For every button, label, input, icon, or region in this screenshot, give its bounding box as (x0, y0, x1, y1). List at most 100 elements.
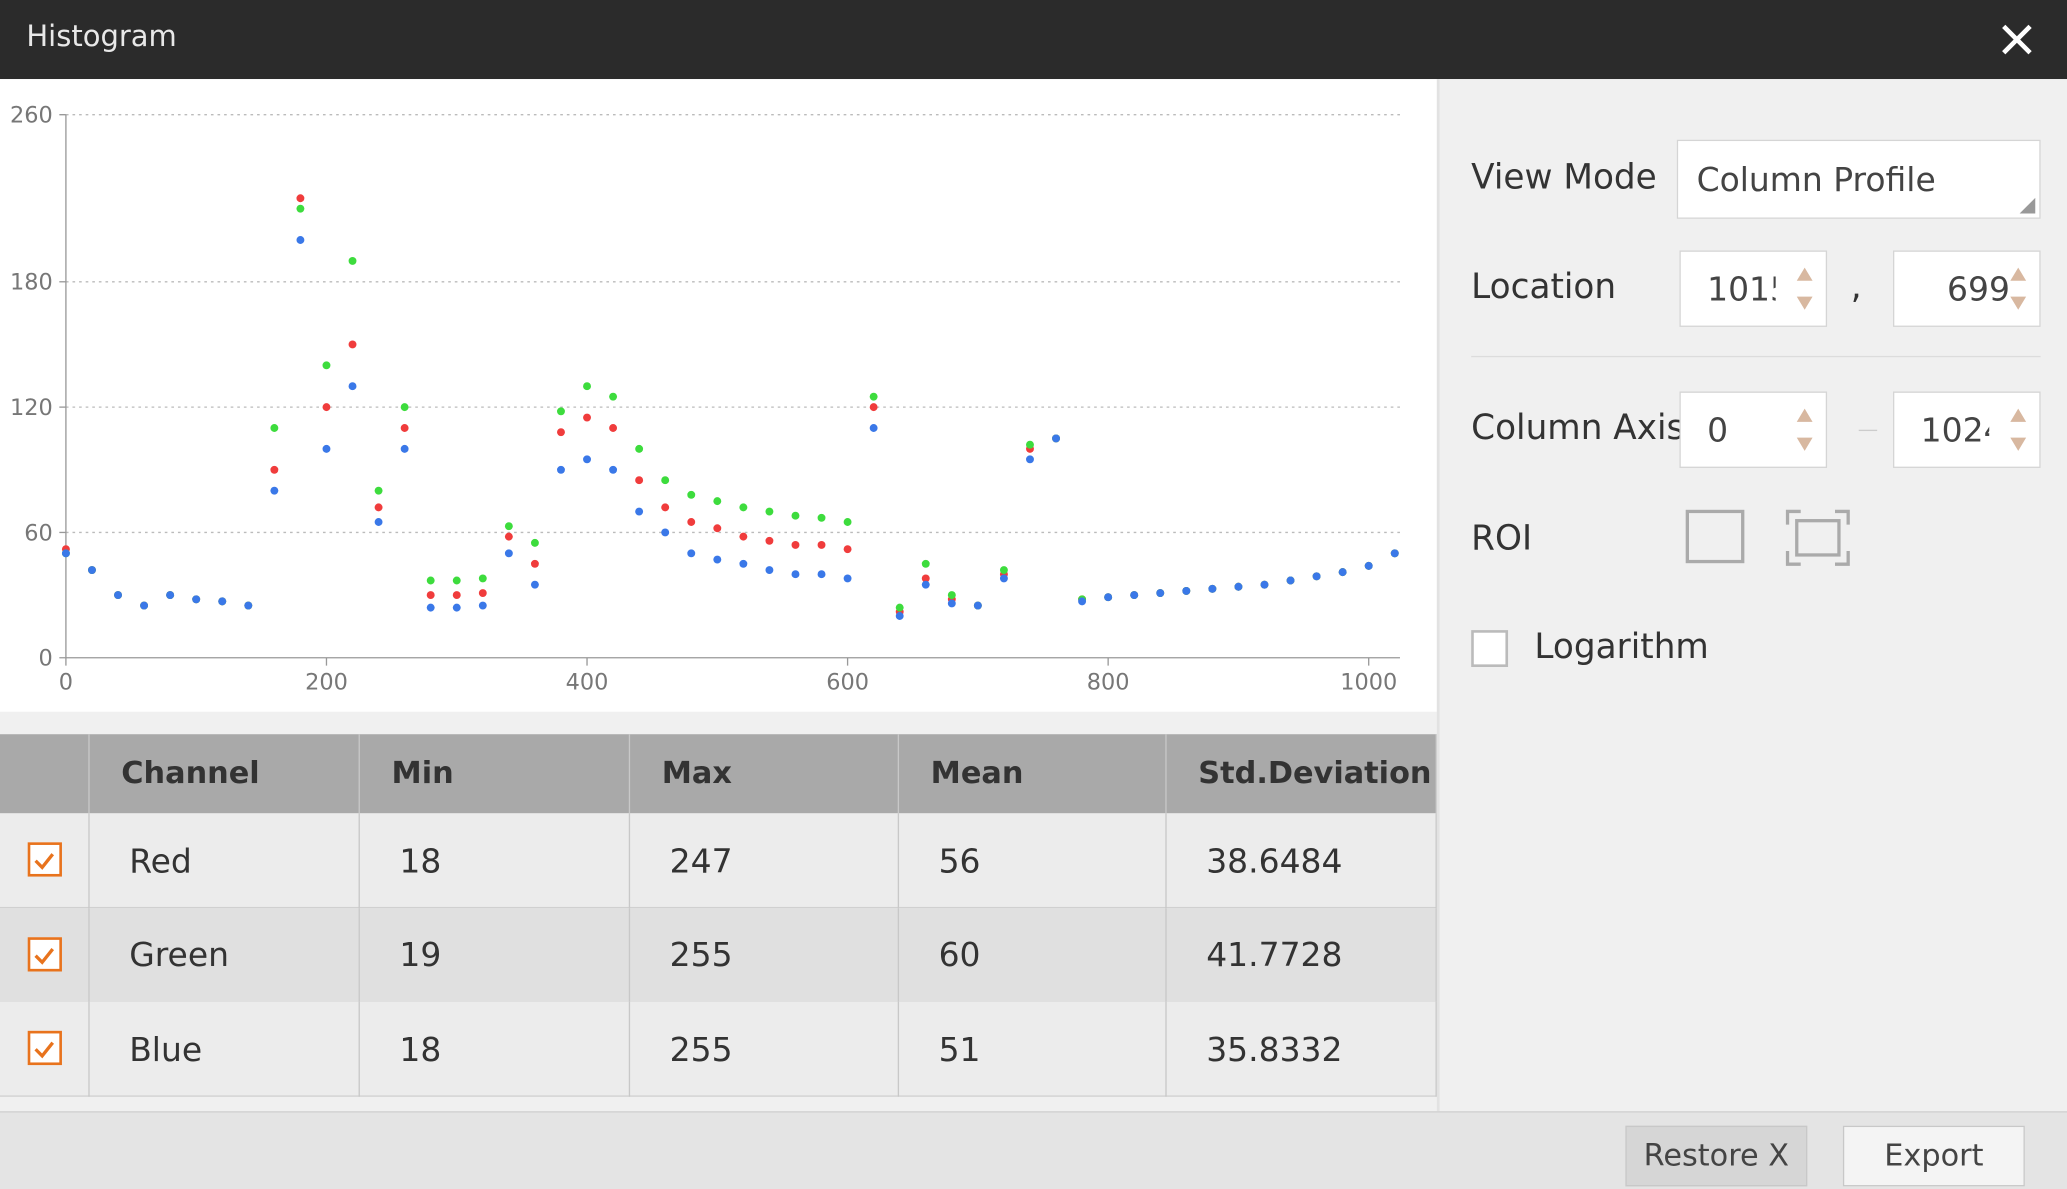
axis-to-input[interactable]: 1024 (1892, 391, 2041, 468)
table-cell: 35.8332 (1167, 1001, 1437, 1097)
divider (1471, 355, 2041, 358)
title-bar: Histogram (0, 0, 2067, 80)
data-point (478, 574, 487, 583)
channel-checkbox[interactable] (27, 1030, 62, 1066)
chart: 0 60 120 180 260 0 200 400 600 800 1000 (10, 103, 1400, 695)
data-point (609, 424, 618, 432)
data-point (791, 570, 800, 579)
restore-button[interactable]: Restore X (1625, 1125, 1808, 1187)
separator: , (1850, 267, 1862, 308)
data-point (374, 503, 383, 512)
x-tick-label: 1000 (1340, 669, 1397, 695)
data-point (1026, 455, 1034, 464)
table-cell: 38.6484 (1167, 813, 1437, 909)
view-mode-select[interactable]: Column Profile (1676, 139, 2041, 219)
label: ROI (1471, 519, 1533, 559)
data-point (348, 340, 357, 349)
chart-area: 0 60 120 180 260 0 200 400 600 800 1000 (0, 79, 1437, 712)
data-point (322, 444, 331, 453)
x-tick-label: 600 (826, 669, 869, 695)
spinner[interactable] (1794, 260, 1815, 318)
data-point (921, 559, 930, 568)
header-cell: Channel (90, 734, 360, 814)
dropdown-icon (2019, 197, 2036, 214)
data-point (947, 599, 956, 608)
location-x-input[interactable]: 1015 (1679, 250, 1828, 327)
export-button[interactable]: Export (1842, 1125, 2025, 1187)
input-value: 1024 (1920, 410, 1990, 449)
roi-full-button[interactable] (1785, 509, 1851, 567)
table-cell: Red (90, 813, 360, 909)
logarithm-checkbox[interactable] (1471, 630, 1509, 667)
y-tick-label: 120 (10, 395, 53, 421)
channel-checkbox[interactable] (27, 936, 62, 971)
data-point (765, 507, 774, 516)
table-row (0, 813, 1437, 909)
x-tick-label: 0 (59, 669, 73, 695)
data-point (765, 536, 774, 545)
data-point (1234, 582, 1243, 591)
data-point (557, 465, 565, 474)
data-point (426, 591, 435, 600)
data-point (973, 601, 982, 610)
label: Location (1471, 267, 1617, 308)
input-value: 1015 (1707, 269, 1776, 308)
x-tick-label: 200 (305, 669, 348, 695)
x-tick-label: 800 (1087, 669, 1130, 695)
data-point (895, 603, 904, 612)
table-row (0, 1001, 1437, 1097)
data-point (1156, 589, 1165, 597)
data-point (452, 591, 461, 600)
data-point (296, 236, 305, 244)
data-point (687, 549, 696, 558)
data-point (713, 555, 722, 564)
spinner[interactable] (1794, 401, 1815, 459)
data-point (921, 580, 930, 589)
y-tick-label: 60 (24, 520, 53, 546)
y-tick-label: 0 (38, 646, 52, 672)
data-point (296, 194, 305, 203)
channel-checkbox[interactable] (27, 842, 62, 877)
data-point (869, 424, 878, 432)
table-cell: 255 (630, 907, 900, 1003)
data-point (166, 591, 175, 600)
data-point (713, 497, 722, 506)
y-tick-label: 260 (10, 103, 53, 129)
check-mark (34, 1041, 55, 1059)
data-point (1364, 561, 1373, 570)
check-mark (34, 947, 55, 965)
data-point (921, 574, 930, 583)
data-point (713, 524, 722, 533)
data-point (765, 566, 774, 574)
spacer (0, 711, 1437, 735)
data-point (947, 591, 956, 600)
data-point (687, 490, 696, 499)
data-point (739, 532, 748, 541)
data-point (114, 591, 122, 600)
label: Column Axis (1471, 408, 1685, 449)
data-point (192, 595, 201, 604)
data-point (817, 541, 826, 549)
spinner[interactable] (2008, 260, 2029, 318)
data-point (1338, 568, 1347, 577)
axis-from-input[interactable]: 0 (1679, 391, 1828, 468)
location-y-input[interactable]: 699 (1892, 250, 2041, 327)
close-button[interactable] (1996, 18, 2038, 60)
data-point (530, 538, 539, 547)
data-point (348, 382, 357, 391)
header-cell: Mean (899, 734, 1167, 814)
data-point (609, 392, 618, 401)
data-point (583, 382, 591, 391)
roi-rect-button[interactable] (1685, 509, 1748, 567)
data-point (635, 444, 644, 453)
window-title: Histogram (26, 21, 177, 55)
data-point (400, 403, 409, 412)
data-point (1130, 591, 1139, 600)
table-cell: 18 (360, 1001, 631, 1097)
header-cell: Max (630, 734, 900, 814)
data-point (895, 612, 904, 620)
data-point (400, 444, 409, 453)
spinner[interactable] (2008, 401, 2029, 459)
input-value: 699 (1947, 269, 2010, 308)
header-cell: Min (360, 734, 631, 814)
